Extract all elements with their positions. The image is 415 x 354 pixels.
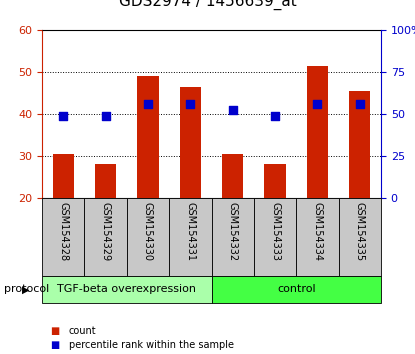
Bar [42, 276, 212, 303]
Bar [212, 276, 381, 303]
Bar [264, 164, 286, 198]
Bar [137, 76, 159, 198]
Bar [254, 198, 296, 276]
Bar [127, 198, 169, 276]
Text: percentile rank within the sample: percentile rank within the sample [69, 340, 234, 350]
Bar [212, 198, 254, 276]
Text: ■: ■ [50, 326, 59, 336]
Point [102, 113, 109, 119]
Text: ▶: ▶ [22, 285, 29, 295]
Text: count: count [69, 326, 97, 336]
Point [187, 101, 194, 106]
Bar [349, 91, 371, 198]
Text: GSM154330: GSM154330 [143, 202, 153, 261]
Text: TGF-beta overexpression: TGF-beta overexpression [57, 285, 196, 295]
Bar [53, 154, 74, 198]
Point [272, 113, 278, 119]
Bar [180, 87, 201, 198]
Point [144, 101, 151, 106]
Bar [296, 198, 339, 276]
Bar [169, 198, 212, 276]
Bar [42, 198, 84, 276]
Text: GSM154335: GSM154335 [355, 202, 365, 261]
Bar [222, 154, 243, 198]
Bar [307, 66, 328, 198]
Text: protocol: protocol [4, 285, 49, 295]
Bar [95, 164, 116, 198]
Text: GSM154329: GSM154329 [100, 202, 110, 261]
Text: GDS2974 / 1456639_at: GDS2974 / 1456639_at [119, 0, 296, 10]
Point [60, 113, 66, 119]
Text: ■: ■ [50, 340, 59, 350]
Bar [339, 198, 381, 276]
Point [229, 107, 236, 113]
Text: control: control [277, 285, 315, 295]
Point [314, 101, 321, 106]
Text: GSM154334: GSM154334 [312, 202, 322, 261]
Text: GSM154328: GSM154328 [58, 202, 68, 261]
Text: GSM154332: GSM154332 [228, 202, 238, 261]
Point [356, 101, 363, 106]
Text: GSM154333: GSM154333 [270, 202, 280, 261]
Bar [84, 198, 127, 276]
Text: GSM154331: GSM154331 [186, 202, 195, 261]
